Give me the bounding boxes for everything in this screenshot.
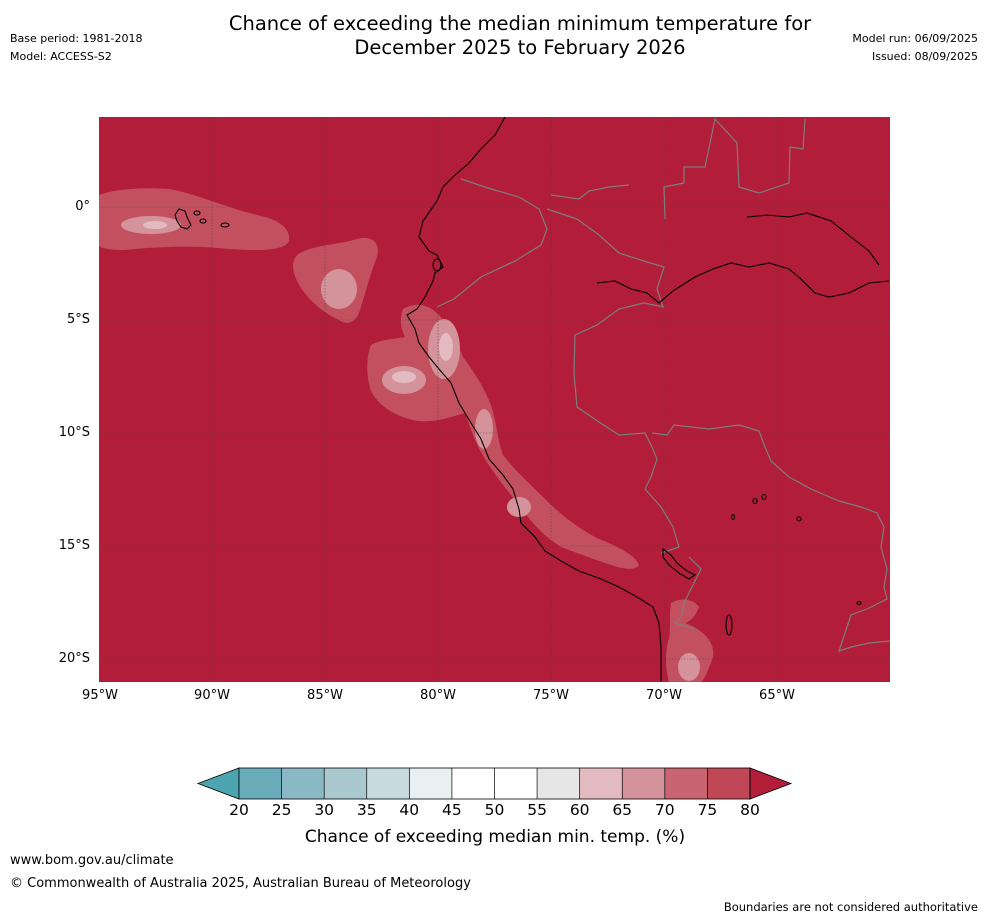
galapagos-island-main xyxy=(174,208,192,230)
amazon-river-north xyxy=(746,212,880,266)
colorbar-label-60: 60 xyxy=(569,801,590,819)
model-run: Model run: 06/09/2025 xyxy=(852,32,978,45)
lon-label-65w: 65°W xyxy=(759,688,795,703)
lon-label-90w: 90°W xyxy=(194,688,230,703)
galapagos-island-small-3 xyxy=(220,222,230,228)
lake-marker-1 xyxy=(752,497,758,505)
colorbar-segment-65-70 xyxy=(622,768,665,799)
colorbar-label-30: 30 xyxy=(314,801,335,819)
footer-copyright: © Commonwealth of Australia 2025, Austra… xyxy=(10,876,471,891)
colorbar-segment-55-60 xyxy=(537,768,580,799)
north-coast-core-shading xyxy=(439,333,453,361)
colorbar-low-extend xyxy=(196,767,240,800)
lon-label-70w: 70°W xyxy=(646,688,682,703)
colorbar-label-50: 50 xyxy=(484,801,505,819)
lon-label-95w: 95°W xyxy=(82,688,118,703)
colorbar-segment-45-50 xyxy=(451,768,495,799)
lake-marker-2 xyxy=(761,493,767,501)
central-coast-inner-shading xyxy=(475,409,493,449)
coastlines xyxy=(174,117,890,682)
colorbar-segment-50-55 xyxy=(494,768,538,799)
lat-label-20s: 20°S xyxy=(58,651,90,666)
lon-label-85w: 85°W xyxy=(307,688,343,703)
gulf-of-guayaquil-island xyxy=(432,258,442,272)
colorbar-label-65: 65 xyxy=(612,801,633,819)
model-name: Model: ACCESS-S2 xyxy=(10,50,112,63)
colorbar xyxy=(196,767,793,800)
offshore-core-shading xyxy=(392,371,416,383)
colorbar-frame xyxy=(238,767,751,800)
lake-marker-3 xyxy=(796,516,802,522)
lat-label-15s: 15°S xyxy=(58,538,90,553)
galapagos-core-shading xyxy=(143,221,167,229)
colorbar-segment-35-40 xyxy=(366,768,410,799)
colorbar-high-extend xyxy=(749,767,793,800)
amazon-river xyxy=(596,262,890,304)
colorbar-label-75: 75 xyxy=(697,801,718,819)
lat-label-0: 0° xyxy=(75,199,90,214)
lat-label-5s: 5°S xyxy=(66,312,90,327)
lon-label-80w: 80°W xyxy=(420,688,456,703)
meta-left: Base period: 1981-2018 Model: ACCESS-S2 xyxy=(10,30,142,66)
colorbar-label-55: 55 xyxy=(527,801,547,819)
lake-titicaca xyxy=(662,547,697,580)
footer-note: Boundaries are not considered authoritat… xyxy=(723,900,978,914)
colorbar-segment-20-25 xyxy=(239,768,282,799)
probability-65-70-areas xyxy=(121,216,700,681)
offshore-inner-shading xyxy=(321,269,357,309)
colorbar-segment-70-75 xyxy=(664,768,708,799)
galapagos-island-small-2 xyxy=(199,218,207,224)
meta-right: Model run: 06/09/2025 Issued: 08/09/2025 xyxy=(852,30,978,66)
galapagos-shading xyxy=(99,188,290,251)
altiplano-inner-shading xyxy=(678,653,700,681)
colorbar-label-70: 70 xyxy=(654,801,675,819)
country-borders xyxy=(436,117,890,652)
issued-date: Issued: 08/09/2025 xyxy=(871,50,978,63)
base-period: Base period: 1981-2018 xyxy=(10,32,143,45)
lake-marker-4 xyxy=(730,513,736,521)
colorbar-label-40: 40 xyxy=(399,801,420,819)
colorbar-label-45: 45 xyxy=(442,801,462,819)
galapagos-island-small-1 xyxy=(193,210,201,216)
map-background xyxy=(99,117,890,682)
title-line-1: Chance of exceeding the median minimum t… xyxy=(228,12,812,35)
colorbar-segment-40-45 xyxy=(409,768,452,799)
colorbar-segment-25-30 xyxy=(281,768,325,799)
colorbar-label-35: 35 xyxy=(356,801,377,819)
lat-label-10s: 10°S xyxy=(58,425,90,440)
salt-lake-marker xyxy=(856,600,862,606)
colorbar-segment-75-80 xyxy=(707,768,750,799)
colorbar-title: Chance of exceeding median min. temp. (%… xyxy=(304,827,686,847)
colorbar-label-25: 25 xyxy=(271,801,292,819)
graticule xyxy=(99,117,890,682)
forecast-map xyxy=(99,117,890,682)
colorbar-label-80: 80 xyxy=(740,801,760,819)
lake-poopo xyxy=(725,614,733,636)
footer-url[interactable]: www.bom.gov.au/climate xyxy=(10,853,174,868)
map-title: Chance of exceeding the median minimum t… xyxy=(0,12,988,60)
lon-label-75w: 75°W xyxy=(533,688,569,703)
colorbar-segment-60-65 xyxy=(579,768,623,799)
title-line-2: December 2025 to February 2026 xyxy=(354,36,686,59)
colorbar-label-20: 20 xyxy=(229,801,249,819)
colorbar-segment-30-35 xyxy=(324,768,367,799)
south-coast-inner-shading xyxy=(507,497,531,517)
probability-60-65-areas xyxy=(143,221,453,383)
